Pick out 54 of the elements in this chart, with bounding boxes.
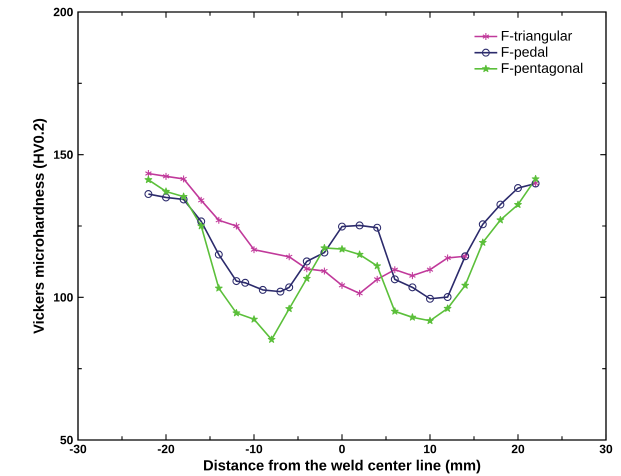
point: [391, 266, 398, 274]
point: [496, 200, 504, 209]
x-tick-label: 20: [512, 444, 524, 454]
point: [286, 252, 293, 261]
point: [232, 277, 240, 286]
y-tick-label: 150: [54, 150, 73, 159]
point: [232, 222, 240, 230]
y-tick-label: 100: [54, 293, 73, 302]
point: [302, 257, 311, 266]
point: [426, 294, 434, 303]
point: [198, 196, 205, 204]
point: [390, 275, 399, 284]
point: [241, 278, 250, 287]
point: [162, 193, 170, 202]
point: [478, 220, 487, 228]
x-tick-label: -10: [246, 444, 262, 454]
x-tick-label: 10: [424, 444, 436, 454]
point: [444, 254, 452, 262]
point: [162, 172, 170, 180]
point: [144, 190, 152, 198]
point: [215, 216, 222, 224]
point: [197, 217, 206, 226]
point: [356, 221, 364, 230]
point: [303, 264, 310, 273]
x-tick-label: 30: [600, 444, 612, 454]
point: [408, 283, 416, 292]
point: [180, 174, 188, 183]
point: [444, 293, 452, 302]
point: [338, 222, 346, 231]
legend-label: F-triangular: [502, 30, 572, 44]
point: [426, 266, 434, 274]
point: [373, 224, 382, 232]
point: [356, 289, 364, 298]
point: [258, 286, 267, 294]
legend-label: F-pentagonal: [502, 62, 582, 76]
point: [374, 275, 381, 284]
point: [514, 184, 522, 192]
point: [285, 283, 294, 292]
point: [276, 288, 284, 296]
point: [144, 170, 152, 178]
x-tick-label: -30: [70, 444, 86, 454]
y-tick-label: 50: [60, 436, 73, 444]
point: [320, 248, 328, 257]
point: [320, 267, 328, 276]
point: [250, 246, 258, 254]
x-tick-label: 0: [339, 444, 345, 454]
x-axis-title: Distance from the weld center line (mm): [204, 460, 480, 474]
point: [338, 281, 346, 290]
legend-label: F-pedal: [502, 46, 548, 60]
point: [214, 250, 223, 259]
x-tick-label: -20: [158, 444, 174, 454]
y-axis-title: Vickers microhardness (HV0.2): [33, 118, 47, 334]
point: [408, 272, 416, 280]
y-tick-label: 200: [54, 8, 73, 16]
